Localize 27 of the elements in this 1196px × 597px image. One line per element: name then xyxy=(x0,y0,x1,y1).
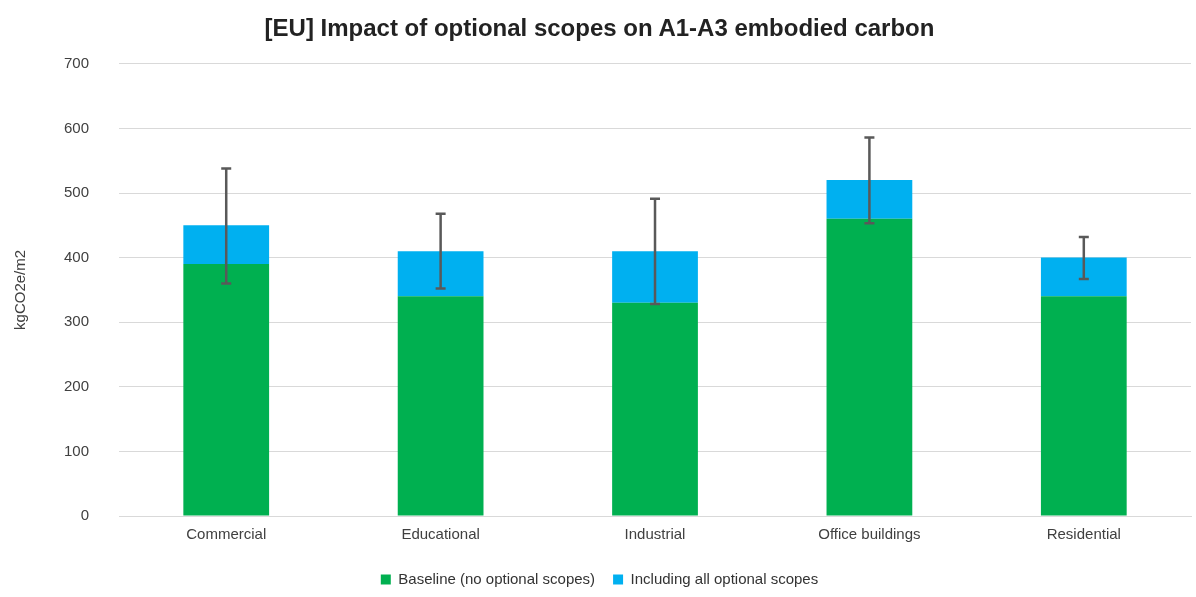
bar xyxy=(397,296,484,516)
x-tick-label: Residential xyxy=(1046,525,1121,543)
legend-label: Including all optional scopes xyxy=(630,569,819,587)
y-axis-title: kgCO2e/m2 xyxy=(11,249,29,330)
y-tick-label: 700 xyxy=(64,53,90,71)
bar xyxy=(826,218,913,516)
y-tick-label: 0 xyxy=(80,506,90,524)
y-tick-label: 100 xyxy=(64,441,90,459)
x-tick-label: Commercial xyxy=(186,525,267,543)
bar xyxy=(1040,257,1127,297)
y-tick-label: 200 xyxy=(64,376,90,394)
bar xyxy=(612,251,698,303)
bar xyxy=(397,251,484,297)
y-tick-label: 300 xyxy=(64,312,90,330)
bar xyxy=(183,264,270,516)
y-tick-label: 600 xyxy=(64,118,90,136)
legend-label: Baseline (no optional scopes) xyxy=(398,569,596,587)
x-tick-label: Educational xyxy=(401,525,480,543)
x-tick-label: Industrial xyxy=(624,525,686,543)
y-tick-label: 500 xyxy=(64,183,90,201)
x-tick-label: Office buildings xyxy=(818,525,921,543)
bar xyxy=(1040,296,1127,516)
chart-title: [EU] Impact of optional scopes on A1-A3 embodied carbon xyxy=(264,14,935,42)
bar xyxy=(826,180,913,219)
bar xyxy=(183,225,270,265)
y-tick-label: 400 xyxy=(64,247,90,265)
bar xyxy=(612,302,698,516)
